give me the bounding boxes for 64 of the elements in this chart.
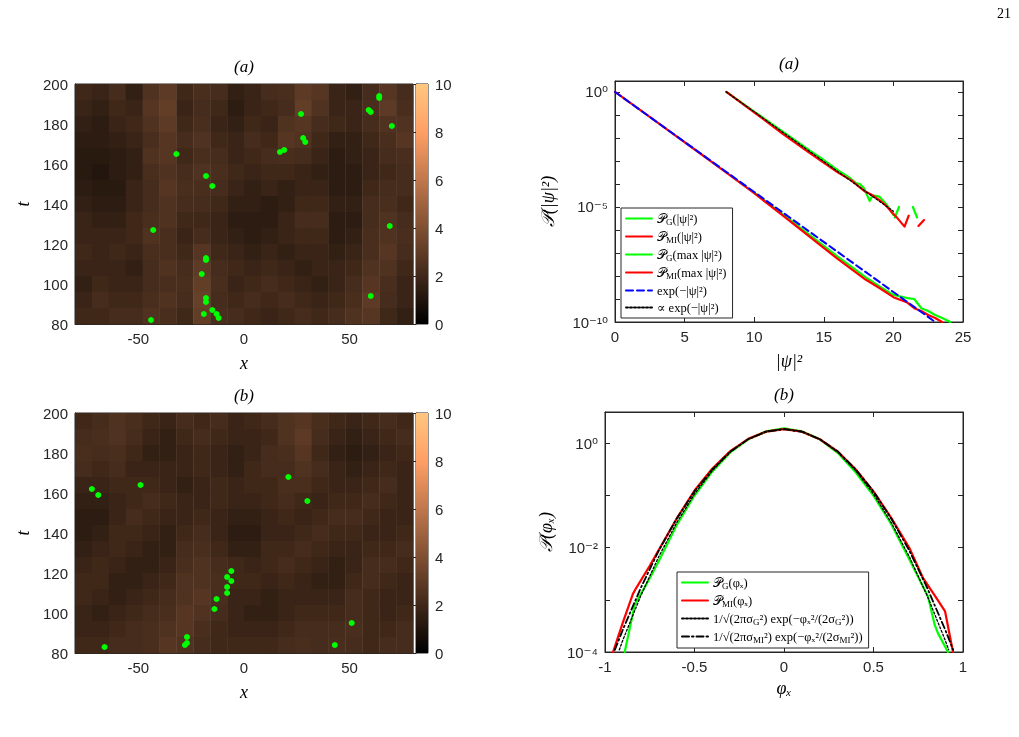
x-axis-title: x — [239, 353, 248, 373]
color-bar-label: 0 — [435, 315, 444, 333]
x-axis-title: |ψ|² — [775, 351, 803, 371]
color-bar-label: 10 — [435, 75, 452, 93]
x-tick-label: -50 — [127, 659, 150, 676]
x-tick-label: 20 — [885, 328, 902, 345]
x-tick-label: 10 — [745, 328, 763, 345]
x-axis-title: φₓ — [776, 677, 792, 698]
x-tick-label: 15 — [815, 328, 833, 345]
y-axis-title: t — [13, 529, 34, 536]
color-bar-label: 2 — [435, 596, 444, 614]
color-bar-label: 6 — [435, 171, 444, 189]
y-tick-label: 180 — [42, 444, 68, 462]
x-tick-label: 0.5 — [863, 658, 884, 675]
y-tick-label: 10⁻¹⁰ — [572, 313, 608, 331]
y-tick-label: 140 — [42, 195, 68, 213]
color-bar-label: 2 — [435, 267, 444, 285]
color-bar-label: 0 — [435, 644, 444, 662]
color-bar-label: 10 — [435, 404, 452, 422]
y-axis-title: 𝒫(|ψ|²) — [538, 175, 559, 228]
text: 21 — [997, 5, 1011, 21]
y-tick-label: 160 — [42, 484, 68, 502]
y-tick-label: 10⁰ — [575, 434, 598, 452]
x-axis-title: x — [239, 682, 248, 702]
color-bar-label: 4 — [435, 219, 444, 237]
x-tick-label: -1 — [598, 658, 612, 675]
x-tick-label: 0 — [610, 328, 620, 345]
color-bar-label: 6 — [435, 500, 444, 518]
x-tick-label: 0 — [239, 330, 249, 347]
chart-title: (b) — [234, 386, 255, 405]
x-tick-label: 5 — [680, 328, 689, 345]
y-tick-label: 100 — [42, 604, 68, 622]
chart-title: (b) — [774, 385, 795, 404]
x-tick-label: -50 — [127, 330, 150, 347]
chart-title: (a) — [234, 57, 255, 76]
x-tick-label: 0 — [239, 659, 249, 676]
color-bar-label: 8 — [435, 123, 444, 141]
y-tick-label: 10⁻² — [568, 539, 598, 557]
legend-label: exp(−|ψ|²) — [657, 283, 707, 298]
y-tick-label: 120 — [42, 564, 68, 582]
x-tick-label: 50 — [341, 659, 358, 676]
legend-label: ∝ exp(−|ψ|²) — [657, 300, 719, 315]
y-tick-label: 180 — [42, 115, 68, 133]
x-tick-label: 25 — [954, 328, 972, 345]
color-bar-label: 8 — [435, 452, 444, 470]
y-tick-label: 100 — [42, 275, 68, 293]
y-tick-label: 80 — [51, 315, 68, 333]
color-bar-label: 4 — [435, 548, 444, 566]
y-tick-label: 10⁰ — [585, 83, 608, 101]
y-tick-label: 140 — [42, 524, 68, 542]
y-tick-label: 200 — [42, 404, 68, 422]
y-tick-label: 10⁻⁵ — [577, 198, 608, 216]
y-tick-label: 160 — [42, 155, 68, 173]
x-tick-label: 0 — [779, 658, 789, 675]
y-tick-label: 120 — [42, 235, 68, 253]
x-tick-label: 1 — [958, 658, 968, 675]
y-tick-label: 10⁻⁴ — [566, 643, 598, 661]
chart-title: (a) — [779, 54, 800, 73]
y-axis-title: t — [13, 200, 34, 207]
x-tick-label: 50 — [341, 330, 358, 347]
y-tick-label: 80 — [51, 644, 68, 662]
y-axis-title: 𝒫(φₓ) — [536, 511, 557, 553]
y-tick-label: 200 — [42, 75, 68, 93]
x-tick-label: -0.5 — [681, 658, 708, 675]
